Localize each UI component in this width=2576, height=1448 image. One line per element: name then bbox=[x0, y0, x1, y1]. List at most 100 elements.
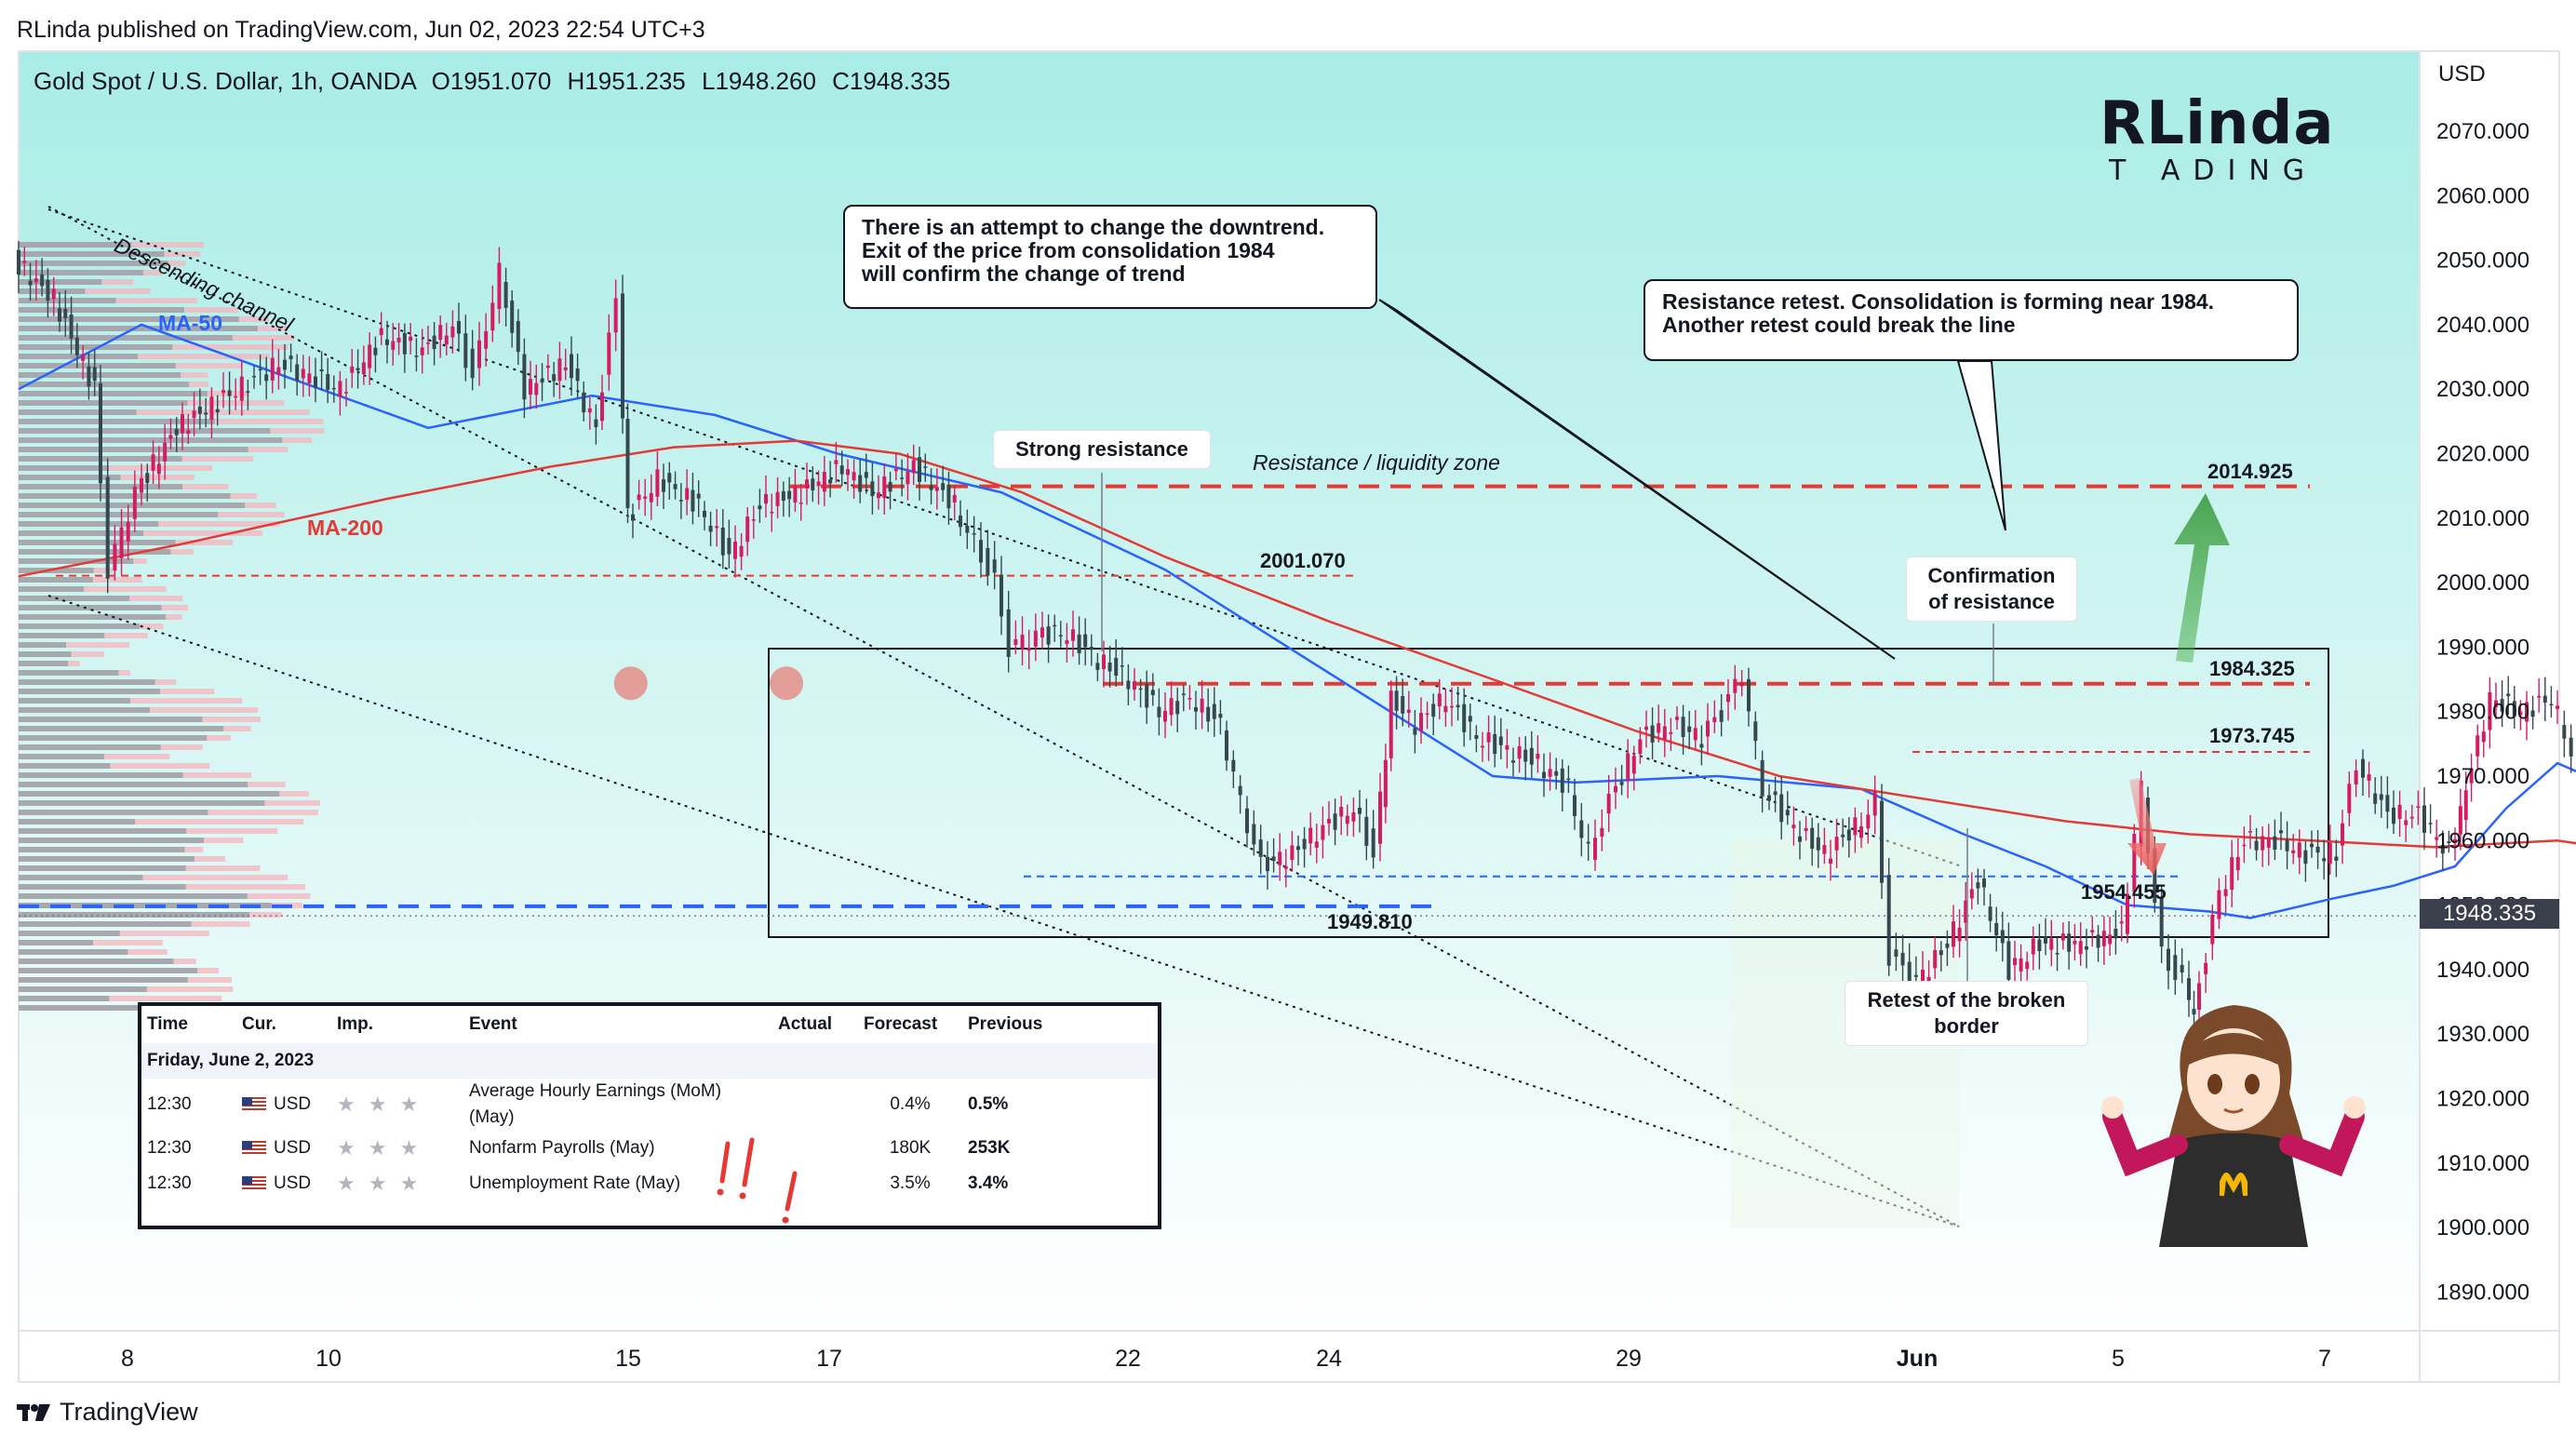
volume-profile-bar bbox=[19, 661, 69, 666]
last-price-tag: 1948.335 bbox=[2420, 899, 2559, 929]
candle-body bbox=[751, 519, 756, 521]
volume-profile-bar bbox=[19, 354, 139, 359]
x-tick-label: 5 bbox=[2112, 1346, 2125, 1372]
candle-body bbox=[314, 376, 317, 388]
volume-profile-bar bbox=[19, 242, 132, 248]
candle-body bbox=[1988, 906, 1992, 921]
candle-body bbox=[888, 481, 892, 492]
candle-body bbox=[1126, 680, 1131, 690]
candle-body bbox=[1945, 943, 1950, 948]
candle-body bbox=[2060, 933, 2065, 941]
y-tick-label: 2030.000 bbox=[2436, 377, 2529, 402]
candle-body bbox=[570, 354, 573, 379]
candle-body bbox=[1283, 865, 1288, 869]
candle-body bbox=[2132, 834, 2137, 892]
level-2001-label: 2001.070 bbox=[1260, 549, 1346, 572]
candle-body bbox=[846, 469, 850, 476]
candle-body bbox=[2549, 704, 2554, 706]
candle-body bbox=[227, 390, 232, 396]
candle-body bbox=[621, 293, 624, 419]
candle-body bbox=[2469, 768, 2474, 784]
downtrend-callout-pointer bbox=[1378, 299, 1896, 660]
candle-body bbox=[1600, 827, 1604, 838]
candle-body bbox=[1753, 721, 1758, 742]
candle-body bbox=[1351, 811, 1356, 822]
candle-body bbox=[426, 342, 430, 344]
volume-profile-bar bbox=[19, 884, 186, 890]
ohlc-low: L1948.260 bbox=[702, 67, 816, 95]
x-tick-label: Jun bbox=[1897, 1346, 1938, 1372]
candle-body bbox=[2067, 933, 2072, 952]
tradingview-footer[interactable]: TradingView bbox=[17, 1398, 198, 1427]
candle-body bbox=[2334, 856, 2339, 861]
candle-body bbox=[2367, 774, 2371, 781]
candle-body bbox=[1719, 710, 1724, 722]
ma200-label: MA-200 bbox=[307, 516, 383, 540]
col-currency: Cur. bbox=[242, 1014, 276, 1034]
candle-body bbox=[631, 514, 635, 521]
candle-body bbox=[215, 409, 220, 413]
candle-body bbox=[540, 379, 544, 383]
candle-body bbox=[1841, 834, 1845, 838]
candle-body bbox=[1926, 976, 1931, 985]
candle-body bbox=[1566, 778, 1571, 781]
candle-body bbox=[1200, 698, 1204, 713]
candle-body bbox=[2525, 702, 2529, 722]
candle-body bbox=[708, 525, 713, 532]
candle-body bbox=[252, 375, 256, 378]
candle-body bbox=[2126, 893, 2129, 934]
candle-body bbox=[81, 354, 86, 361]
candle-body bbox=[727, 538, 731, 555]
candle-body bbox=[2488, 691, 2492, 731]
volume-profile-bar bbox=[19, 549, 171, 555]
level-1949-label: 1949.810 bbox=[1327, 910, 1413, 933]
candle-body bbox=[510, 301, 515, 333]
candle-body bbox=[1976, 882, 1980, 889]
candle-body bbox=[1187, 698, 1192, 700]
volume-profile-bar bbox=[19, 875, 143, 880]
volume-profile-bar bbox=[19, 409, 137, 415]
x-tick-label: 10 bbox=[315, 1346, 342, 1372]
volume-profile-bar bbox=[19, 465, 213, 471]
candle-body bbox=[1939, 950, 1943, 956]
ma50-label: MA-50 bbox=[158, 311, 223, 335]
candle-body bbox=[1425, 713, 1429, 716]
candle-body bbox=[174, 429, 179, 436]
candle-body bbox=[1822, 845, 1827, 854]
importance-stars-icon: ★ ★ ★ bbox=[337, 1093, 423, 1116]
candle-body bbox=[450, 326, 455, 338]
candle-body bbox=[2310, 843, 2314, 848]
candle-body bbox=[420, 347, 424, 355]
row-previous: 253K bbox=[968, 1138, 1011, 1158]
candle-body bbox=[87, 366, 91, 387]
volume-profile-bar bbox=[19, 940, 93, 945]
symbol-legend[interactable]: Gold Spot / U.S. Dollar, 1h, OANDA O1951… bbox=[34, 67, 950, 96]
candle-body bbox=[168, 435, 173, 439]
volume-profile-bar bbox=[19, 261, 168, 266]
annotation-shapes bbox=[613, 299, 2230, 981]
volume-profile-bar bbox=[19, 465, 110, 471]
y-tick-label: 2010.000 bbox=[2436, 506, 2529, 531]
candle-body bbox=[858, 475, 863, 492]
volume-profile-bar bbox=[19, 838, 205, 843]
calendar-row: 12:30 USD ★ ★ ★ Nonfarm Payrolls (May) 1… bbox=[141, 1131, 1158, 1166]
candle-body bbox=[2347, 784, 2352, 813]
candle-body bbox=[557, 358, 562, 382]
candle-body bbox=[2458, 806, 2462, 835]
candle-body bbox=[1065, 639, 1069, 645]
volume-profile-bar bbox=[19, 521, 159, 527]
candle-body bbox=[1791, 825, 1796, 829]
candle-body bbox=[563, 367, 568, 370]
row-currency: USD bbox=[274, 1173, 312, 1193]
candle-body bbox=[805, 479, 809, 489]
us-flag-icon bbox=[242, 1140, 266, 1156]
candle-body bbox=[92, 367, 97, 382]
candle-body bbox=[368, 344, 372, 369]
candle-body bbox=[1046, 626, 1051, 645]
volume-profile-bar bbox=[19, 698, 243, 704]
downtrend-callout: There is an attempt to change the downtr… bbox=[843, 205, 1377, 309]
candle-body bbox=[276, 367, 281, 375]
level-1984-label: 1984.325 bbox=[2209, 657, 2295, 680]
row-time: 12:30 bbox=[147, 1173, 192, 1193]
candle-body bbox=[2019, 958, 2023, 972]
